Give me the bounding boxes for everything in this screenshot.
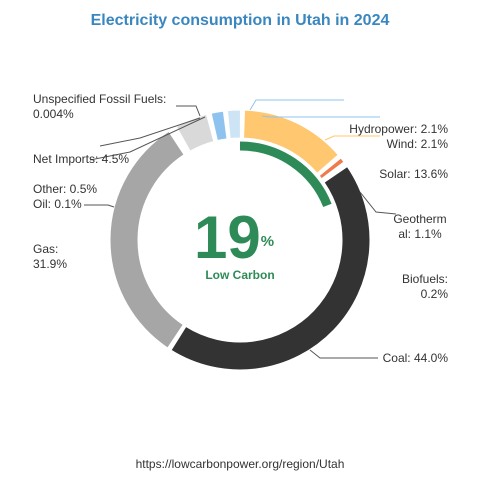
leader-line bbox=[261, 115, 380, 118]
slice-geotherm-al bbox=[318, 157, 345, 180]
slice-label-line: al: 1.1% bbox=[398, 227, 442, 241]
slice-label: Oil: 0.1% bbox=[33, 197, 82, 211]
donut-slices bbox=[109, 109, 371, 371]
slice-label-line: 0.2% bbox=[421, 287, 449, 301]
slice-label-line: Hydropower: 2.1% bbox=[349, 122, 448, 136]
center-unit: % bbox=[261, 233, 274, 250]
leader-line bbox=[359, 191, 397, 215]
slice-label: Gas: 31.9% bbox=[33, 242, 67, 271]
leader-line bbox=[309, 349, 378, 359]
slice-label-line: Unspecified Fossil Fuels: bbox=[33, 92, 166, 106]
center-value: 19 bbox=[194, 204, 261, 271]
slice-label-line: Wind: 2.1% bbox=[387, 137, 449, 151]
low-carbon-arc-group bbox=[239, 141, 332, 208]
leader-line bbox=[84, 204, 115, 208]
slice-label: Biofuels: 0.2% bbox=[402, 272, 448, 301]
slice-biofuels bbox=[322, 164, 348, 183]
slice-label: Geotherm al: 1.1% bbox=[393, 212, 446, 241]
slice-other bbox=[172, 127, 189, 154]
leader-line bbox=[324, 135, 380, 141]
slice-label-line: Solar: 13.6% bbox=[379, 167, 448, 181]
label-leaders bbox=[84, 99, 397, 359]
center-percentage: 19% bbox=[194, 204, 274, 271]
slice-coal bbox=[170, 165, 371, 371]
slice-gas bbox=[109, 130, 185, 349]
slice-label-line: Gas: bbox=[33, 242, 58, 256]
center-caption: Low Carbon bbox=[205, 268, 274, 282]
chart-title: Electricity consumption in Utah in 2024 bbox=[91, 12, 390, 29]
slice-label-line: Biofuels: bbox=[402, 272, 448, 286]
leader-line bbox=[99, 117, 201, 147]
slice-label-line: Other: 0.5% bbox=[33, 182, 97, 196]
slice-label-line: 0.004% bbox=[33, 107, 74, 121]
source-footer: https://lowcarbonpower.org/region/Utah bbox=[136, 457, 345, 471]
slice-label-line: Geotherm bbox=[393, 212, 446, 226]
slice-solar bbox=[243, 109, 339, 174]
slice-label-line: 31.9% bbox=[33, 257, 67, 271]
slice-label-line: Oil: 0.1% bbox=[33, 197, 82, 211]
slice-unspecified-fossil-fuels bbox=[209, 112, 218, 142]
leader-line bbox=[249, 99, 344, 111]
slice-label: Solar: 13.6% bbox=[379, 167, 448, 181]
slice-net-imports bbox=[175, 113, 215, 152]
slice-labels: Hydropower: 2.1%Wind: 2.1% Solar: 13.6% Ge… bbox=[33, 92, 448, 365]
slice-label: Coal: 44.0% bbox=[383, 351, 449, 365]
slice-label: Net Imports: 4.5% bbox=[33, 152, 129, 166]
slice-wind bbox=[226, 109, 241, 140]
slice-label-line: Net Imports: 4.5% bbox=[33, 152, 129, 166]
slice-label: Unspecified Fossil Fuels: 0.004% bbox=[33, 92, 166, 121]
slice-label: Other: 0.5% bbox=[33, 182, 97, 196]
leader-line bbox=[89, 116, 206, 161]
low-carbon-arc bbox=[239, 141, 332, 208]
slice-label-line: Coal: 44.0% bbox=[383, 351, 449, 365]
slice-label: Wind: 2.1% bbox=[387, 137, 449, 151]
slice-label: Hydropower: 2.1% bbox=[349, 122, 448, 136]
leader-line bbox=[176, 105, 201, 117]
